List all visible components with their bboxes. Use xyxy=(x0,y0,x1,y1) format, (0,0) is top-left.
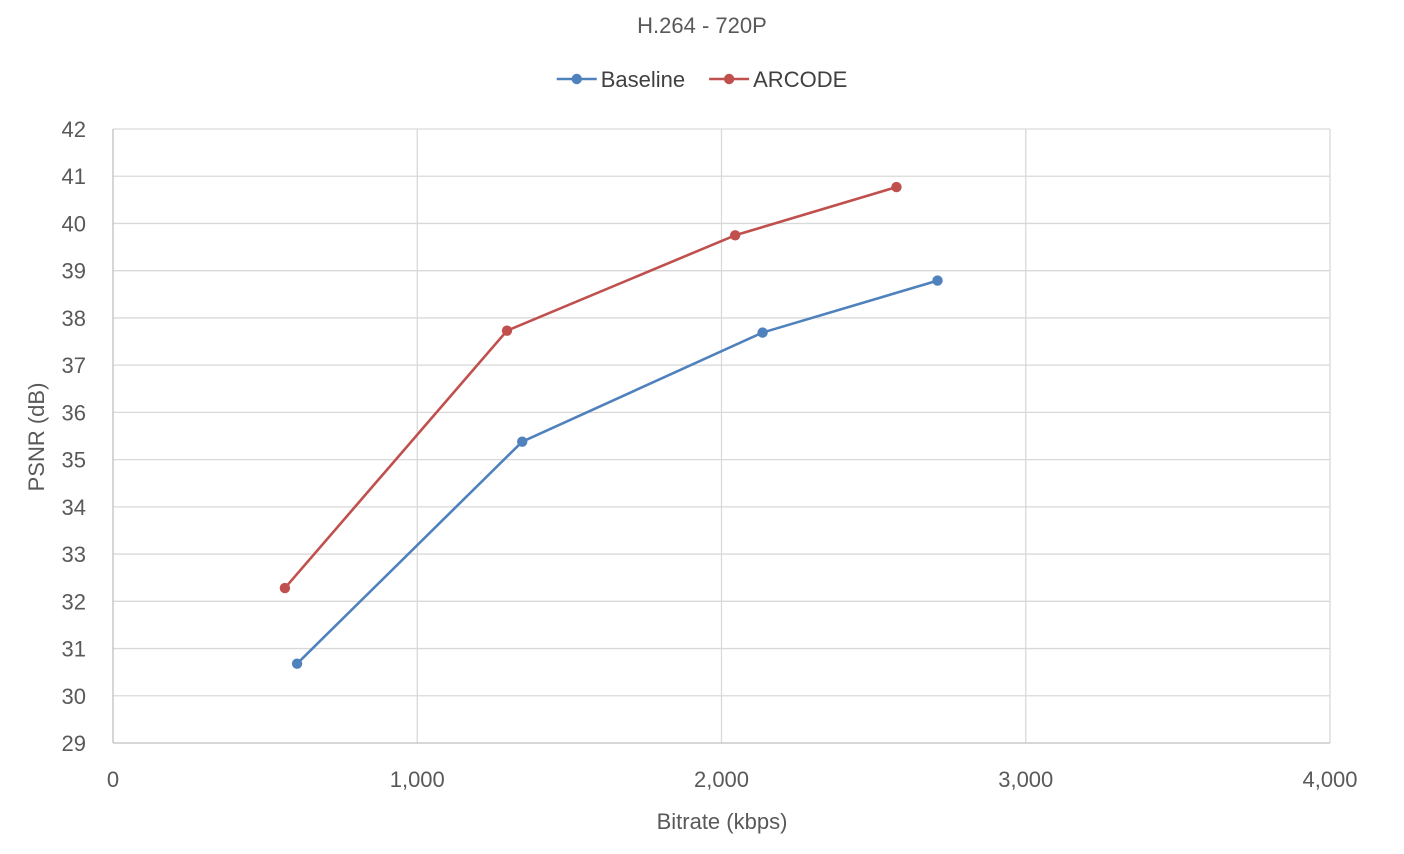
data-point-baseline xyxy=(757,327,768,338)
y-tick-label: 39 xyxy=(62,259,86,284)
y-tick-label: 38 xyxy=(62,306,86,331)
series-line-baseline xyxy=(295,279,939,665)
data-point-baseline xyxy=(932,275,943,286)
x-tick-label: 2,000 xyxy=(694,767,749,792)
y-tick-label: 41 xyxy=(62,164,86,189)
legend-marker-arcode xyxy=(723,73,735,85)
x-tick-label: 0 xyxy=(107,767,119,792)
data-point-arcode xyxy=(501,325,513,336)
y-tick-label: 33 xyxy=(62,542,86,567)
legend-label-baseline: Baseline xyxy=(601,67,685,92)
data-point-arcode xyxy=(279,582,291,594)
legend-item-baseline: Baseline xyxy=(556,67,685,92)
series-line-arcode xyxy=(283,185,898,590)
x-gridlines xyxy=(416,129,1331,743)
x-tick-label: 1,000 xyxy=(390,767,445,792)
y-tick-label: 35 xyxy=(62,448,86,473)
y-tick-label: 31 xyxy=(62,637,86,662)
axes xyxy=(112,129,1330,744)
x-tick-label: 3,000 xyxy=(998,767,1053,792)
y-tick-label: 42 xyxy=(62,117,86,142)
legend: Baseline ARCODE xyxy=(556,67,847,92)
data-point-baseline xyxy=(517,436,528,447)
y-tick-label: 36 xyxy=(62,400,86,425)
tick-labels: 29 30 31 32 33 34 35 36 37 38 39 40 41 42 0 1,000 2,000 3… xyxy=(62,117,1358,792)
legend-marker-baseline xyxy=(571,73,582,85)
y-tick-label: 34 xyxy=(62,495,86,520)
x-axis-label: Bitrate (kbps) xyxy=(657,809,788,834)
chart-title: H.264 - 720P xyxy=(637,13,767,38)
series-arcode xyxy=(279,181,902,594)
y-tick-label: 32 xyxy=(62,589,86,614)
y-axis-label: PSNR (dB) xyxy=(24,383,49,492)
y-tick-label: 30 xyxy=(62,684,86,709)
legend-label-arcode: ARCODE xyxy=(753,67,847,92)
series-group xyxy=(279,181,943,669)
data-point-baseline xyxy=(291,658,303,669)
y-tick-label: 29 xyxy=(62,731,86,756)
data-point-arcode xyxy=(729,230,741,241)
legend-item-arcode: ARCODE xyxy=(709,67,847,92)
x-tick-label: 4,000 xyxy=(1302,767,1357,792)
series-baseline xyxy=(291,275,943,669)
y-tick-label: 37 xyxy=(62,353,86,378)
y-tick-label: 40 xyxy=(62,211,86,236)
data-point-arcode xyxy=(891,181,902,193)
